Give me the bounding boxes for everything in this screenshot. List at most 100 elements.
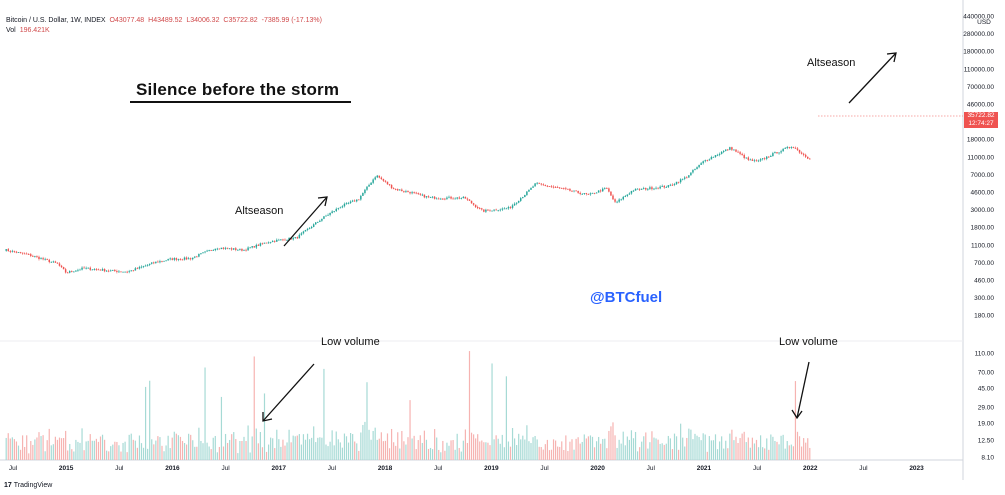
candle-body bbox=[698, 164, 700, 168]
candle-body bbox=[509, 207, 512, 208]
candle-body bbox=[298, 234, 301, 239]
candle-body bbox=[667, 185, 670, 188]
volume-bar bbox=[483, 442, 485, 460]
volume-bar bbox=[185, 444, 188, 460]
candle-body bbox=[435, 198, 438, 200]
volume-bar bbox=[593, 447, 596, 460]
volume-bar bbox=[175, 433, 177, 460]
volume-bar bbox=[144, 386, 147, 460]
candle-body bbox=[755, 160, 758, 162]
volume-bar bbox=[796, 431, 799, 460]
volume-bar bbox=[528, 441, 530, 460]
candle-body bbox=[421, 194, 424, 196]
candle-body bbox=[548, 186, 551, 187]
volume-bar bbox=[32, 444, 34, 460]
volume-bar bbox=[30, 441, 32, 460]
candle-body bbox=[273, 240, 276, 242]
candle-body bbox=[768, 156, 770, 158]
volume-bar bbox=[452, 440, 454, 460]
candle-body bbox=[554, 186, 557, 188]
volume-bar bbox=[442, 440, 444, 460]
candle-body bbox=[107, 270, 110, 272]
volume-bar bbox=[282, 439, 284, 460]
candle-body bbox=[530, 187, 532, 190]
volume-bar bbox=[249, 452, 251, 460]
price-tick-label: 280000.00 bbox=[963, 31, 994, 38]
candle-body bbox=[230, 248, 233, 250]
price-tick-label: 46000.00 bbox=[967, 102, 994, 109]
volume-bar bbox=[712, 440, 715, 460]
candle-body bbox=[405, 191, 407, 192]
volume-bar bbox=[169, 448, 171, 460]
volume-bar bbox=[581, 441, 583, 460]
volume-bar bbox=[464, 429, 466, 460]
volume-bar bbox=[280, 446, 282, 460]
time-tick-label: Jul bbox=[328, 465, 337, 472]
candle-body bbox=[194, 256, 196, 258]
candle-body bbox=[11, 250, 14, 252]
candle-body bbox=[169, 258, 171, 260]
symbol-name[interactable]: Bitcoin / U.S. Dollar, 1W, INDEX bbox=[6, 17, 106, 24]
volume-bar bbox=[573, 449, 575, 460]
volume-bar bbox=[265, 451, 268, 460]
candle-body bbox=[58, 263, 61, 266]
candle-body bbox=[784, 148, 786, 149]
volume-bar bbox=[149, 380, 151, 460]
candle-body bbox=[690, 172, 692, 176]
candle-body bbox=[437, 198, 440, 200]
candle-body bbox=[163, 260, 165, 262]
volume-bar bbox=[620, 443, 622, 460]
volume-bar bbox=[81, 428, 83, 460]
candle-body bbox=[241, 248, 243, 251]
volume-bar bbox=[130, 433, 132, 460]
volume-bar bbox=[702, 433, 704, 460]
candle-body bbox=[109, 270, 112, 272]
candle-body bbox=[331, 211, 333, 213]
candle-body bbox=[749, 159, 752, 161]
volume-bar bbox=[5, 437, 7, 460]
candle-body bbox=[32, 255, 34, 257]
volume-bar bbox=[194, 446, 196, 460]
volume-bar bbox=[210, 449, 212, 460]
candle-body bbox=[630, 191, 633, 194]
candle-body bbox=[179, 258, 182, 260]
candle-body bbox=[470, 200, 473, 204]
candle-body bbox=[618, 199, 620, 202]
time-tick-label: 2018 bbox=[378, 465, 393, 472]
candle-body bbox=[640, 188, 643, 190]
volume-bar bbox=[501, 434, 503, 460]
volume-bar bbox=[655, 438, 657, 460]
volume-bar bbox=[183, 443, 186, 460]
candle-body bbox=[34, 256, 36, 257]
volume-bar bbox=[794, 381, 797, 460]
candle-body bbox=[778, 152, 780, 154]
candle-body bbox=[620, 199, 622, 201]
candle-body bbox=[159, 261, 161, 263]
candle-body bbox=[191, 257, 194, 260]
volume-bar bbox=[247, 425, 249, 460]
candle-body bbox=[394, 189, 397, 190]
volume-bar bbox=[124, 441, 126, 460]
volume-bar bbox=[101, 434, 104, 460]
volume-bar bbox=[40, 436, 42, 460]
volume-bar bbox=[733, 440, 735, 460]
volume-bar bbox=[190, 434, 192, 460]
candle-body bbox=[464, 196, 467, 199]
volume-bar bbox=[624, 445, 626, 460]
volume-bar bbox=[684, 446, 686, 460]
volume-bar bbox=[208, 446, 210, 460]
volume-bar bbox=[618, 439, 620, 460]
volume-bar bbox=[585, 438, 587, 460]
volume-bar bbox=[21, 435, 24, 460]
volume-bar bbox=[450, 440, 452, 460]
volume-bar bbox=[288, 429, 290, 460]
volume-label[interactable]: Vol bbox=[6, 27, 16, 34]
volume-bar bbox=[686, 437, 688, 460]
candle-body bbox=[751, 159, 754, 161]
candle-body bbox=[511, 205, 514, 208]
tradingview-logo[interactable]: 17 TradingView bbox=[4, 482, 52, 489]
candle-body bbox=[772, 153, 774, 157]
volume-bar bbox=[374, 427, 376, 460]
candle-body bbox=[481, 208, 483, 210]
